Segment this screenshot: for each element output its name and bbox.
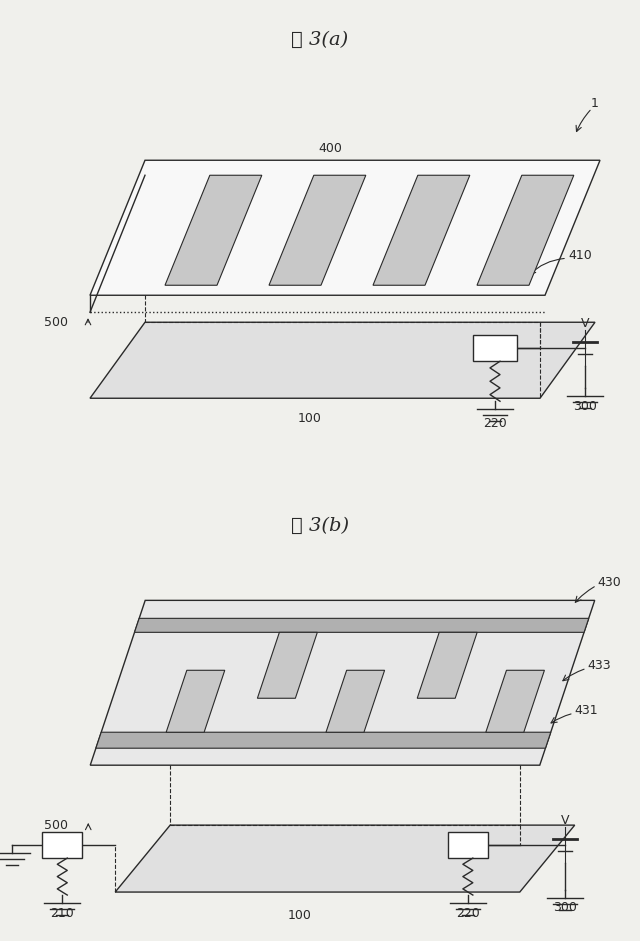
Text: 100: 100 [288,908,312,921]
Text: 300: 300 [553,901,577,914]
Polygon shape [269,175,366,285]
Text: $Z_2$: $Z_2$ [488,342,502,355]
Polygon shape [134,618,589,632]
Text: 300: 300 [573,400,597,413]
Text: 1: 1 [591,97,599,110]
Polygon shape [477,175,574,285]
Text: V: V [561,814,569,826]
Text: 433: 433 [588,659,611,672]
Text: 220: 220 [456,906,480,919]
Polygon shape [166,670,225,732]
Polygon shape [373,175,470,285]
Text: V: V [580,317,589,329]
Bar [473,335,517,361]
Text: 410: 410 [568,248,592,262]
Text: 図 3(a): 図 3(a) [291,31,349,49]
Text: 100: 100 [298,412,322,424]
Polygon shape [90,322,595,398]
Polygon shape [486,670,545,732]
Text: 500: 500 [44,819,68,832]
Polygon shape [96,732,551,748]
Bar [448,832,488,858]
Text: 400: 400 [318,142,342,154]
Text: 図 3(b): 図 3(b) [291,517,349,534]
Polygon shape [257,632,317,698]
Text: 220: 220 [483,417,507,430]
Bar [42,832,83,858]
Text: 500: 500 [44,316,68,328]
Polygon shape [90,160,600,295]
Polygon shape [90,600,595,765]
Polygon shape [326,670,385,732]
Polygon shape [417,632,477,698]
Polygon shape [115,825,575,892]
Text: 431: 431 [575,704,598,717]
Text: $Z_2$: $Z_2$ [461,838,475,852]
Text: 210: 210 [51,906,74,919]
Polygon shape [165,175,262,285]
Text: 430: 430 [598,576,621,589]
Text: $Z_1$: $Z_1$ [55,838,69,852]
